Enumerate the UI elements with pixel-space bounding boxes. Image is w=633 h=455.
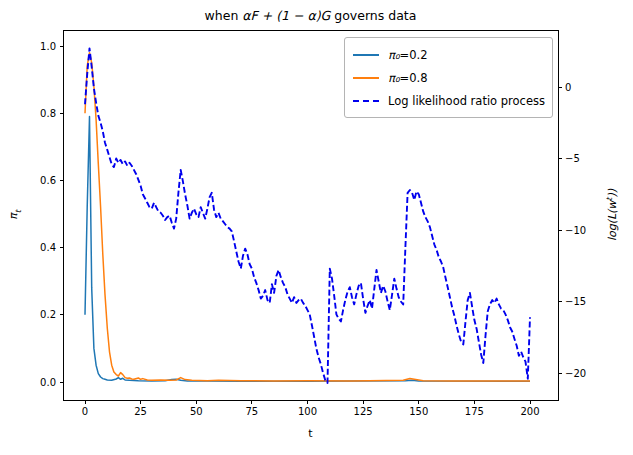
y-right-tick-label: 0 [565, 82, 571, 93]
y-right-tick-label: −5 [565, 153, 580, 164]
legend-line-sample-llr [353, 100, 379, 102]
pi-subscript: t [14, 210, 23, 213]
x-tick-label: 175 [465, 406, 484, 417]
y-left-tick-label: 0.0 [40, 377, 56, 388]
chart-title-math: αF + (1 − α)G [242, 8, 330, 23]
y-left-tick-label: 0.2 [40, 309, 56, 320]
x-tick-label: 100 [298, 406, 317, 417]
legend-line-sample-pi0-0.2 [353, 54, 379, 56]
x-tick-label: 75 [246, 406, 259, 417]
x-axis-label: t [63, 427, 558, 440]
x-tick-label: 0 [82, 406, 88, 417]
x-tick-label: 50 [190, 406, 203, 417]
x-tick-label: 200 [520, 406, 539, 417]
x-tick-label: 125 [354, 406, 373, 417]
x-tick-label: 150 [409, 406, 428, 417]
loglik-label-sup: t [605, 197, 614, 200]
legend-item-pi0-0.2: π₀=0.2 [353, 43, 544, 66]
y-right-tick-label: −20 [565, 368, 586, 379]
figure-canvas: 0 25 50 75 100 125 150 175 200 0.0 0.2 0.4 0.6 0.8 1.0… [0, 0, 633, 455]
legend-item-llr: Log likelihood ratio process [353, 89, 544, 112]
y-axis-label-left: πt [7, 210, 22, 220]
y-right-tick-label: −10 [565, 225, 586, 236]
chart-title: when αF + (1 − α)G governs data [63, 8, 558, 23]
y-left-tick-label: 0.6 [40, 175, 56, 186]
y-left-tick-label: 1.0 [40, 41, 56, 52]
x-tick-label: 25 [134, 406, 147, 417]
pi-symbol: π [7, 213, 20, 220]
loglik-label-pre: log(L(w [606, 201, 619, 241]
y-left-tick-label: 0.8 [40, 108, 56, 119]
y-axis-label-right: log(L(wt)) [605, 189, 620, 241]
legend-item-pi0-0.8: π₀=0.8 [353, 66, 544, 89]
legend-line-sample-pi0-0.8 [353, 77, 379, 79]
legend-label: Log likelihood ratio process [388, 94, 545, 108]
y-right-tick-label: −15 [565, 296, 586, 307]
loglik-label-post: )) [606, 189, 619, 198]
legend-label: π₀=0.2 [388, 48, 427, 62]
chart-title-text: when [205, 8, 243, 23]
legend-label: π₀=0.8 [388, 71, 427, 85]
y-left-tick-label: 0.4 [40, 242, 56, 253]
legend-box: π₀=0.2 π₀=0.8 Log likelihood ratio proce… [344, 37, 553, 118]
chart-title-text-2: governs data [330, 8, 416, 23]
